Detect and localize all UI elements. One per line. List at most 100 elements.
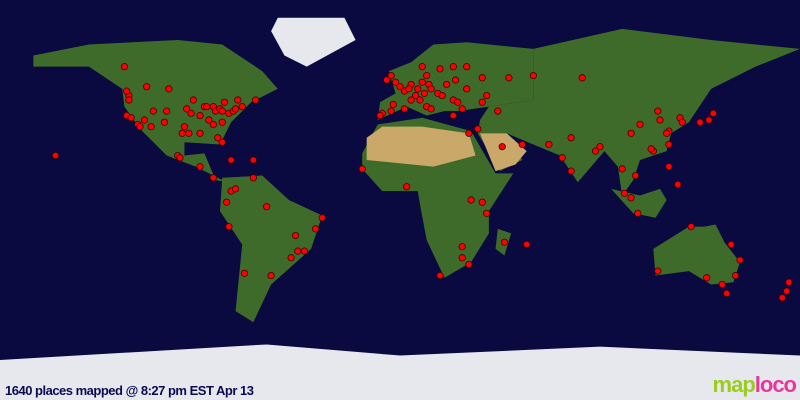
place-marker[interactable] (147, 123, 155, 131)
place-marker[interactable] (300, 247, 309, 255)
place-marker[interactable] (436, 271, 444, 280)
place-marker[interactable] (449, 111, 457, 120)
place-marker[interactable] (231, 105, 240, 113)
place-marker[interactable] (149, 107, 157, 115)
place-marker[interactable] (238, 103, 246, 111)
place-marker[interactable] (665, 140, 673, 149)
place-marker[interactable] (454, 98, 462, 106)
place-marker[interactable] (51, 151, 60, 160)
place-marker[interactable] (251, 96, 260, 104)
place-marker[interactable] (567, 134, 575, 142)
place-marker[interactable] (567, 167, 575, 175)
place-marker[interactable] (545, 140, 553, 149)
place-marker[interactable] (665, 163, 673, 171)
place-marker[interactable] (474, 125, 482, 133)
place-marker[interactable] (463, 85, 471, 93)
place-marker[interactable] (231, 185, 240, 193)
place-marker[interactable] (498, 143, 506, 151)
place-marker[interactable] (518, 140, 526, 149)
place-marker[interactable] (696, 118, 704, 126)
place-marker[interactable] (396, 83, 404, 91)
place-marker[interactable] (483, 209, 491, 217)
place-marker[interactable] (478, 198, 486, 206)
place-marker[interactable] (709, 109, 717, 117)
place-marker[interactable] (529, 71, 537, 80)
place-marker[interactable] (723, 289, 731, 297)
place-marker[interactable] (591, 147, 600, 155)
place-marker[interactable] (176, 154, 184, 162)
place-marker[interactable] (620, 189, 629, 197)
place-marker[interactable] (596, 143, 604, 151)
place-marker[interactable] (267, 271, 275, 280)
place-marker[interactable] (458, 243, 466, 251)
place-marker[interactable] (678, 118, 686, 126)
place-marker[interactable] (403, 183, 411, 191)
place-marker[interactable] (387, 71, 395, 80)
place-marker[interactable] (140, 116, 149, 124)
place-marker[interactable] (311, 225, 320, 233)
place-marker[interactable] (209, 120, 217, 129)
place-marker[interactable] (423, 71, 431, 80)
place-marker[interactable] (458, 254, 466, 262)
place-marker[interactable] (136, 123, 144, 131)
place-marker[interactable] (187, 109, 195, 117)
place-marker[interactable] (478, 74, 486, 82)
place-marker[interactable] (654, 107, 662, 115)
place-marker[interactable] (125, 96, 133, 104)
place-marker[interactable] (451, 76, 460, 84)
place-marker[interactable] (627, 129, 635, 137)
place-marker[interactable] (214, 134, 222, 142)
place-marker[interactable] (183, 105, 191, 113)
place-marker[interactable] (736, 256, 744, 264)
place-marker[interactable] (234, 96, 242, 104)
place-marker[interactable] (196, 129, 204, 137)
place-marker[interactable] (220, 98, 229, 106)
place-marker[interactable] (165, 85, 173, 93)
place-marker[interactable] (674, 180, 682, 189)
place-marker[interactable] (703, 274, 711, 282)
place-marker[interactable] (718, 280, 726, 289)
place-marker[interactable] (225, 223, 233, 231)
place-marker[interactable] (160, 118, 169, 126)
place-marker[interactable] (376, 111, 384, 120)
place-marker[interactable] (654, 267, 662, 275)
place-marker[interactable] (123, 87, 131, 95)
place-marker[interactable] (358, 165, 366, 173)
place-marker[interactable] (223, 198, 231, 206)
place-marker[interactable] (449, 63, 457, 71)
place-marker[interactable] (634, 209, 642, 217)
place-marker[interactable] (400, 105, 409, 113)
place-marker[interactable] (436, 65, 444, 73)
place-marker[interactable] (558, 154, 566, 162)
place-marker[interactable] (196, 163, 204, 171)
place-marker[interactable] (443, 80, 451, 89)
maploco-logo[interactable]: maploco (713, 372, 797, 398)
place-marker[interactable] (483, 91, 491, 100)
place-marker[interactable] (663, 129, 671, 137)
place-marker[interactable] (291, 231, 300, 240)
place-marker[interactable] (785, 278, 793, 286)
place-marker[interactable] (731, 271, 740, 280)
place-marker[interactable] (656, 116, 664, 124)
place-marker[interactable] (227, 156, 235, 164)
place-marker[interactable] (418, 63, 426, 71)
place-marker[interactable] (778, 294, 786, 302)
place-marker[interactable] (505, 74, 513, 82)
place-marker[interactable] (411, 91, 420, 100)
place-marker[interactable] (203, 103, 211, 111)
place-marker[interactable] (463, 63, 471, 71)
place-marker[interactable] (407, 96, 415, 104)
place-marker[interactable] (627, 194, 635, 202)
place-marker[interactable] (427, 85, 435, 93)
place-marker[interactable] (120, 63, 129, 71)
place-marker[interactable] (467, 196, 475, 204)
place-marker[interactable] (196, 111, 204, 120)
place-marker[interactable] (218, 118, 226, 126)
place-marker[interactable] (783, 287, 791, 295)
place-marker[interactable] (465, 260, 473, 269)
place-marker[interactable] (523, 240, 531, 249)
place-marker[interactable] (705, 116, 713, 124)
place-marker[interactable] (143, 83, 151, 91)
place-marker[interactable] (578, 74, 586, 82)
place-marker[interactable] (405, 85, 413, 93)
